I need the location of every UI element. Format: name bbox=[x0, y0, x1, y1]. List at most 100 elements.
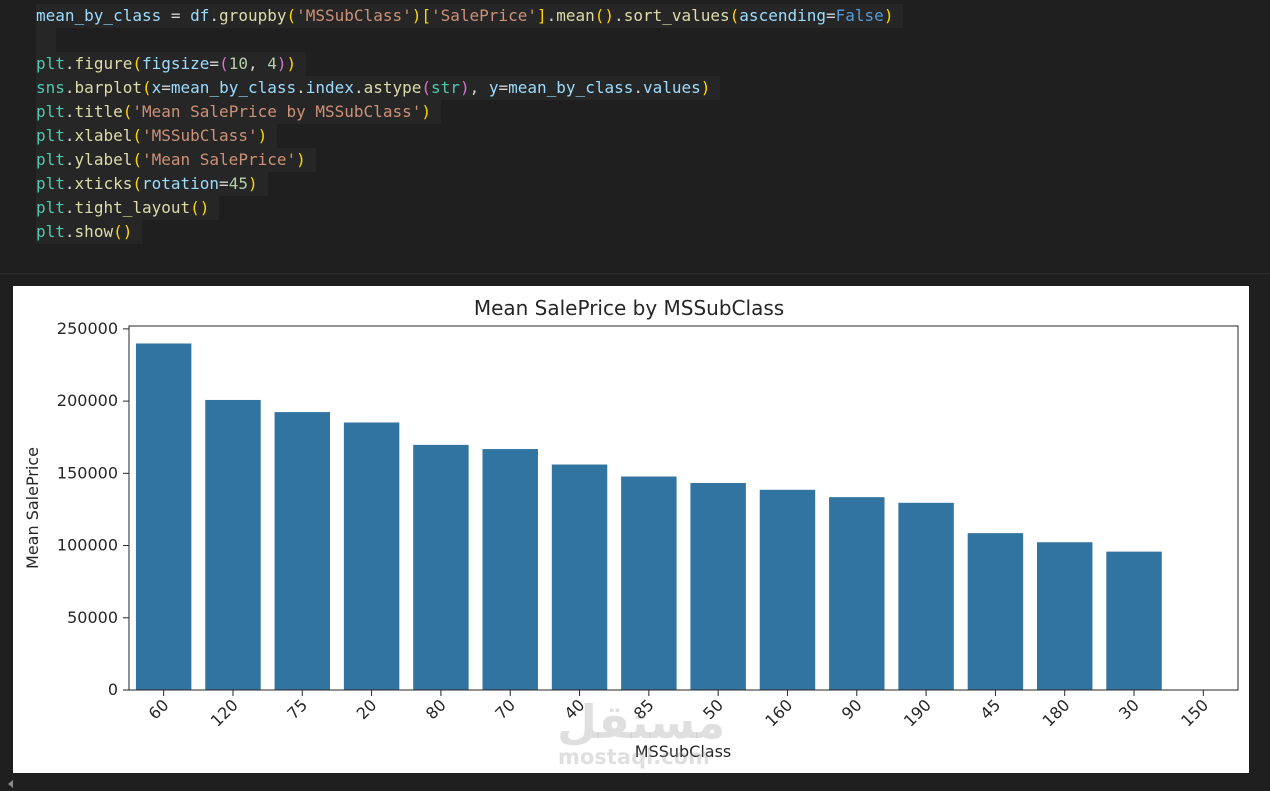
code-token: 'MSSubClass' bbox=[296, 6, 412, 25]
code-line[interactable] bbox=[36, 28, 56, 52]
bar-20 bbox=[343, 422, 400, 690]
bar-90 bbox=[829, 497, 885, 690]
code-line[interactable]: plt.show() bbox=[36, 220, 143, 244]
code-token: y bbox=[488, 78, 499, 97]
code-token: . bbox=[546, 6, 557, 25]
bar-30 bbox=[1106, 551, 1162, 690]
code-token: . bbox=[64, 78, 75, 97]
y-tick-label: 200000 bbox=[57, 391, 118, 410]
x-tick-label: 90 bbox=[838, 695, 866, 723]
chart-title: Mean SalePrice by MSSubClass bbox=[474, 296, 784, 320]
code-token: . bbox=[64, 222, 75, 241]
code-token: plt bbox=[36, 126, 65, 145]
code-token: figsize bbox=[141, 54, 210, 73]
code-token: plt bbox=[36, 198, 65, 217]
scroll-left-arrow-icon[interactable] bbox=[8, 780, 13, 788]
bar-190 bbox=[898, 502, 954, 690]
code-line[interactable]: mean_by_class = df.groupby('MSSubClass')… bbox=[36, 4, 904, 28]
bar-70 bbox=[482, 449, 538, 690]
y-axis-label: Mean SalePrice bbox=[23, 447, 42, 569]
bar-180 bbox=[1036, 542, 1093, 690]
code-token: = bbox=[219, 174, 229, 193]
bar-50 bbox=[690, 483, 746, 690]
bars-group bbox=[135, 343, 1162, 690]
code-token: ( bbox=[132, 150, 142, 169]
code-token: mean bbox=[556, 6, 595, 25]
y-tick-label: 50000 bbox=[67, 608, 118, 627]
code-cell[interactable]: mean_by_class = df.groupby('MSSubClass')… bbox=[0, 0, 1270, 274]
x-tick-label: 70 bbox=[491, 695, 519, 723]
code-line[interactable]: plt.xticks(rotation=45) bbox=[36, 172, 268, 196]
code-token: plt bbox=[36, 174, 65, 193]
code-token: , bbox=[469, 78, 489, 97]
code-token: 'MSSubClass' bbox=[141, 126, 258, 145]
code-token: rotation bbox=[141, 174, 220, 193]
code-token: ( bbox=[122, 102, 133, 121]
x-tick-label: 60 bbox=[145, 695, 173, 723]
code-line[interactable]: plt.xlabel('MSSubClass') bbox=[36, 124, 278, 148]
code-token: . bbox=[209, 6, 220, 25]
code-token: ) bbox=[421, 102, 431, 121]
code-token: ) bbox=[411, 6, 422, 25]
x-tick-label: 190 bbox=[900, 695, 935, 730]
code-line[interactable]: plt.figure(figsize=(10, 4)) bbox=[36, 52, 307, 76]
x-tick-label: 75 bbox=[283, 695, 311, 723]
x-tick-label: 40 bbox=[561, 695, 589, 723]
code-token: str bbox=[431, 78, 460, 97]
bar-45 bbox=[967, 533, 1024, 690]
x-tick-label: 160 bbox=[761, 695, 796, 730]
bar-120 bbox=[205, 399, 261, 690]
code-token: ] bbox=[536, 6, 547, 25]
code-token: figure bbox=[74, 54, 133, 73]
x-tick-label: 85 bbox=[630, 695, 658, 723]
code-token: plt bbox=[36, 150, 65, 169]
code-token: df bbox=[190, 6, 210, 25]
code-token: = bbox=[161, 6, 191, 25]
bar-chart: Mean SalePrice by MSSubClass Mean SalePr… bbox=[23, 296, 1239, 761]
y-tick-label: 250000 bbox=[57, 319, 118, 338]
code-token: ( bbox=[286, 6, 297, 25]
x-tick-label: 50 bbox=[699, 695, 727, 723]
code-line[interactable]: sns.barplot(x=mean_by_class.index.astype… bbox=[36, 76, 721, 100]
code-token: . bbox=[64, 102, 75, 121]
bar-60 bbox=[135, 343, 192, 690]
code-token: . bbox=[64, 54, 75, 73]
code-token: mean_by_class bbox=[170, 78, 297, 97]
code-token: . bbox=[64, 150, 75, 169]
code-token: ) bbox=[296, 150, 306, 169]
axes-frame bbox=[128, 325, 1239, 691]
code-token: ( bbox=[132, 126, 142, 145]
chart-output: Mean SalePrice by MSSubClass Mean SalePr… bbox=[13, 286, 1249, 773]
code-token: 4 bbox=[267, 54, 277, 73]
x-tick-label: 45 bbox=[976, 695, 1004, 723]
code-token: plt bbox=[36, 222, 65, 241]
code-token: ) bbox=[700, 78, 711, 97]
code-token: ( bbox=[219, 54, 229, 73]
code-token: ) bbox=[247, 174, 258, 193]
code-token: mean_by_class bbox=[508, 78, 634, 97]
code-line[interactable]: plt.tight_layout() bbox=[36, 196, 220, 220]
code-token: ) bbox=[257, 126, 268, 145]
x-tick-label: 120 bbox=[207, 695, 242, 730]
code-token: . bbox=[614, 6, 624, 25]
code-token: = bbox=[826, 6, 836, 25]
y-tick-label: 100000 bbox=[57, 536, 118, 555]
code-token: groupby bbox=[219, 6, 287, 25]
x-tick-label: 30 bbox=[1115, 695, 1143, 723]
x-axis-label: MSSubClass bbox=[635, 742, 732, 761]
bar-85 bbox=[621, 476, 677, 690]
code-token: . bbox=[64, 174, 75, 193]
code-token: 'SalePrice' bbox=[431, 6, 537, 25]
x-tick-label: 150 bbox=[1177, 695, 1212, 730]
code-token: () bbox=[113, 222, 133, 241]
code-token: 45 bbox=[228, 174, 248, 193]
code-token: [ bbox=[421, 6, 431, 25]
code-token: False bbox=[835, 6, 884, 25]
code-token: show bbox=[74, 222, 114, 241]
bar-75 bbox=[274, 412, 331, 690]
code-line[interactable]: plt.title('Mean SalePrice by MSSubClass'… bbox=[36, 100, 441, 124]
bar-40 bbox=[551, 464, 608, 690]
code-token: ( bbox=[421, 78, 432, 97]
code-line[interactable]: plt.ylabel('Mean SalePrice') bbox=[36, 148, 316, 172]
code-token: ( bbox=[132, 174, 142, 193]
